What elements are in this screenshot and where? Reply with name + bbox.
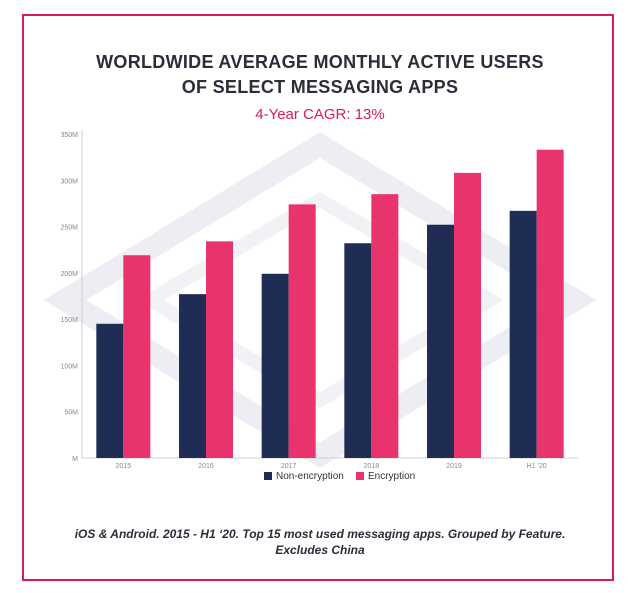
y-tick-label: 100M: [60, 363, 78, 370]
x-tick-label: 2019: [446, 463, 462, 470]
x-tick-label: 2018: [364, 463, 380, 470]
bar-encryption: [288, 204, 316, 458]
y-tick-label: 50M: [64, 410, 78, 417]
bar-encryption: [206, 241, 233, 458]
legend-label: Non-encryption: [276, 471, 344, 482]
y-tick-label: 300M: [60, 178, 78, 185]
bar-non-encryption: [96, 323, 124, 458]
footnote-line1: iOS & Android. 2015 - H1 ‘20. Top 15 mos…: [74, 527, 566, 541]
chart-title-line2: OF SELECT MESSAGING APPS: [181, 77, 459, 97]
bar-non-encryption: [261, 273, 289, 458]
y-tick-label: 350M: [60, 132, 78, 139]
bar-non-encryption: [344, 243, 372, 458]
bar-non-encryption: [179, 294, 206, 458]
legend-label: Encryption: [368, 471, 415, 482]
x-tick-label: H1 '20: [527, 463, 547, 470]
x-tick-label: 2015: [116, 463, 132, 470]
bar-encryption: [454, 172, 481, 458]
x-tick-label: 2017: [281, 463, 297, 470]
bar-non-encryption: [509, 210, 537, 458]
y-tick-label: 150M: [60, 317, 78, 324]
chart-title-line1: WORLDWIDE AVERAGE MONTHLY ACTIVE USERS: [96, 52, 544, 72]
bar-encryption: [123, 255, 151, 458]
bar-encryption: [536, 149, 564, 459]
bar-encryption: [371, 194, 399, 458]
bar-non-encryption: [427, 224, 454, 458]
legend-swatch: [356, 472, 364, 480]
legend-swatch: [264, 472, 272, 480]
y-tick-label: 200M: [60, 271, 78, 278]
x-tick-label: 2016: [198, 463, 214, 470]
watermark-diamond-outer: [43, 132, 597, 468]
y-tick-label: 250M: [60, 225, 78, 232]
y-tick-label: M: [72, 456, 78, 463]
footnote-line2: Excludes China: [275, 543, 365, 557]
chart-subtitle: 4-Year CAGR: 13%: [255, 106, 385, 123]
